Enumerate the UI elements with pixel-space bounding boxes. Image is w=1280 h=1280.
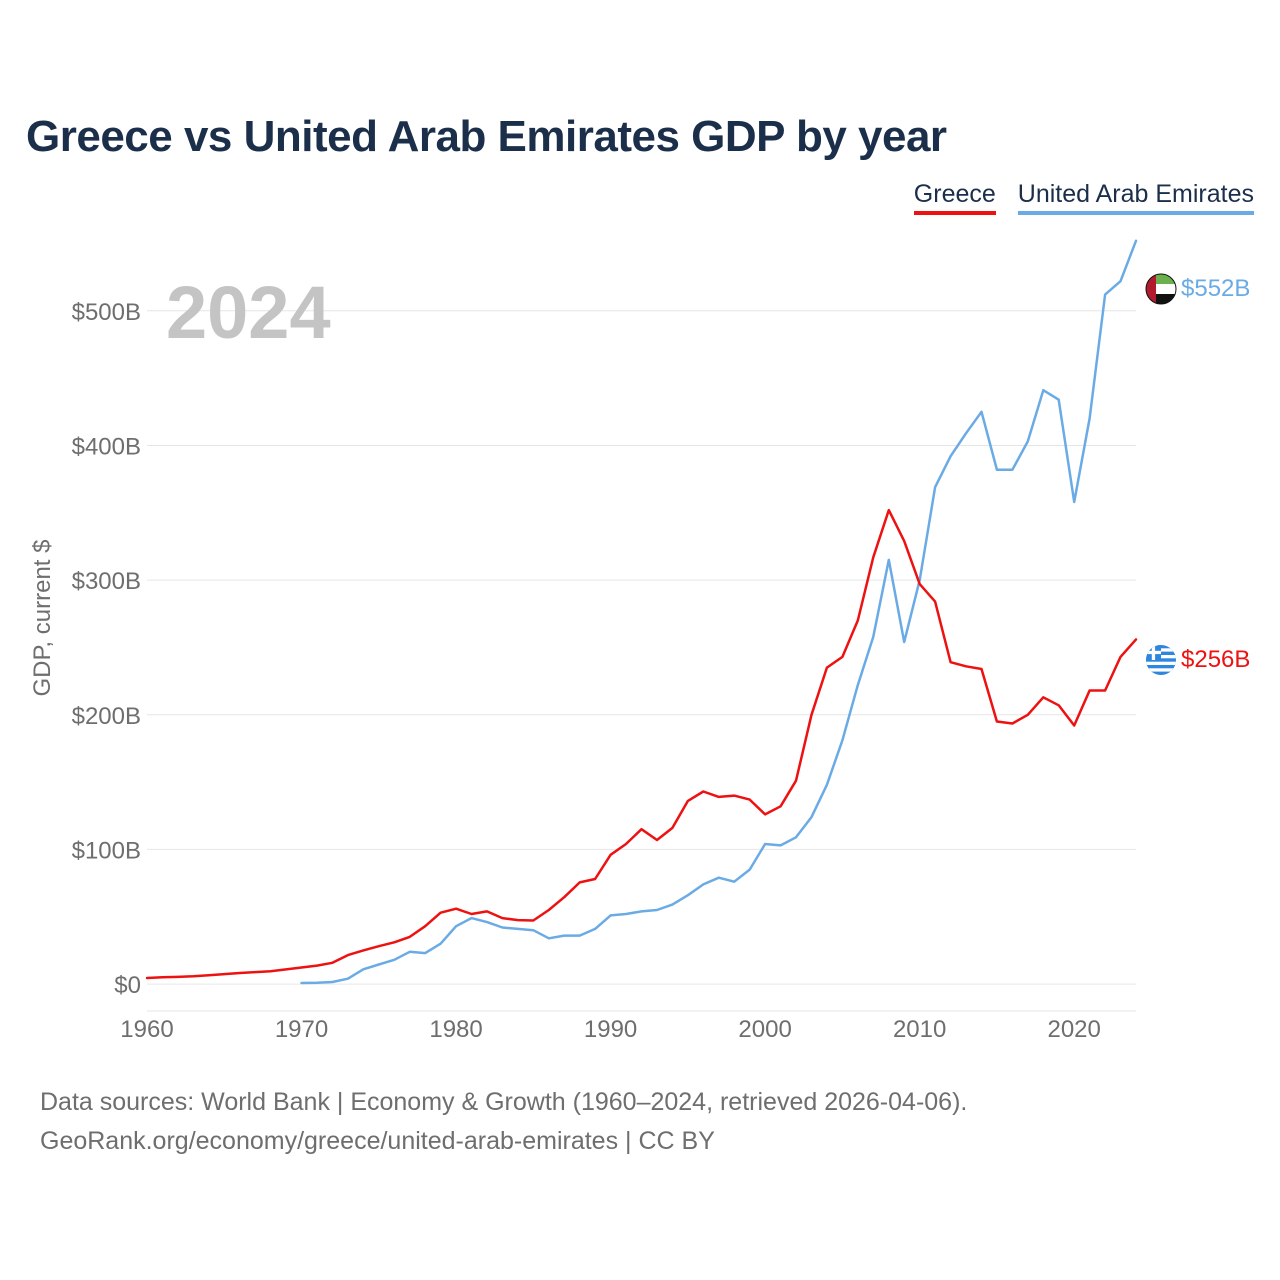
source-link[interactable]: GeoRank.org/economy/greece/united-arab-e… xyxy=(40,1127,715,1155)
y-tick-label: $500B xyxy=(72,299,141,326)
x-tick-label: 1990 xyxy=(584,1016,637,1043)
greece-end-label: $256B xyxy=(1181,646,1250,673)
y-axis-title: GDP, current $ xyxy=(29,540,56,697)
x-tick-label: 2020 xyxy=(1047,1016,1100,1043)
legend-item-greece[interactable]: Greece xyxy=(913,180,996,215)
y-tick-label: $0 xyxy=(114,972,141,999)
data-source-note: Data sources: World Bank | Economy & Gro… xyxy=(40,1083,967,1161)
uae-series-line xyxy=(300,239,1138,985)
page-title: Greece vs United Arab Emirates GDP by ye… xyxy=(26,112,947,161)
y-tick-label: $200B xyxy=(72,703,141,730)
uae-end-label: $552B xyxy=(1181,275,1250,302)
x-tick-label: 1960 xyxy=(120,1016,173,1043)
y-tick-label: $100B xyxy=(72,837,141,864)
legend-item-uae[interactable]: United Arab Emirates xyxy=(1017,180,1254,215)
greece-series-line xyxy=(145,508,1138,980)
x-tick-label: 1980 xyxy=(429,1016,482,1043)
y-tick-label: $400B xyxy=(72,433,141,460)
year-watermark: 2024 xyxy=(166,271,331,354)
x-tick-label: 2000 xyxy=(738,1016,791,1043)
x-tick-label: 2010 xyxy=(893,1016,946,1043)
source-line: Data sources: World Bank | Economy & Gro… xyxy=(40,1088,968,1116)
greece-flag-icon xyxy=(1146,645,1176,675)
chart-legend: Greece United Arab Emirates xyxy=(913,180,1254,215)
x-tick-label: 1970 xyxy=(275,1016,328,1043)
uae-flag-icon xyxy=(1145,273,1177,305)
y-tick-label: $300B xyxy=(72,568,141,595)
